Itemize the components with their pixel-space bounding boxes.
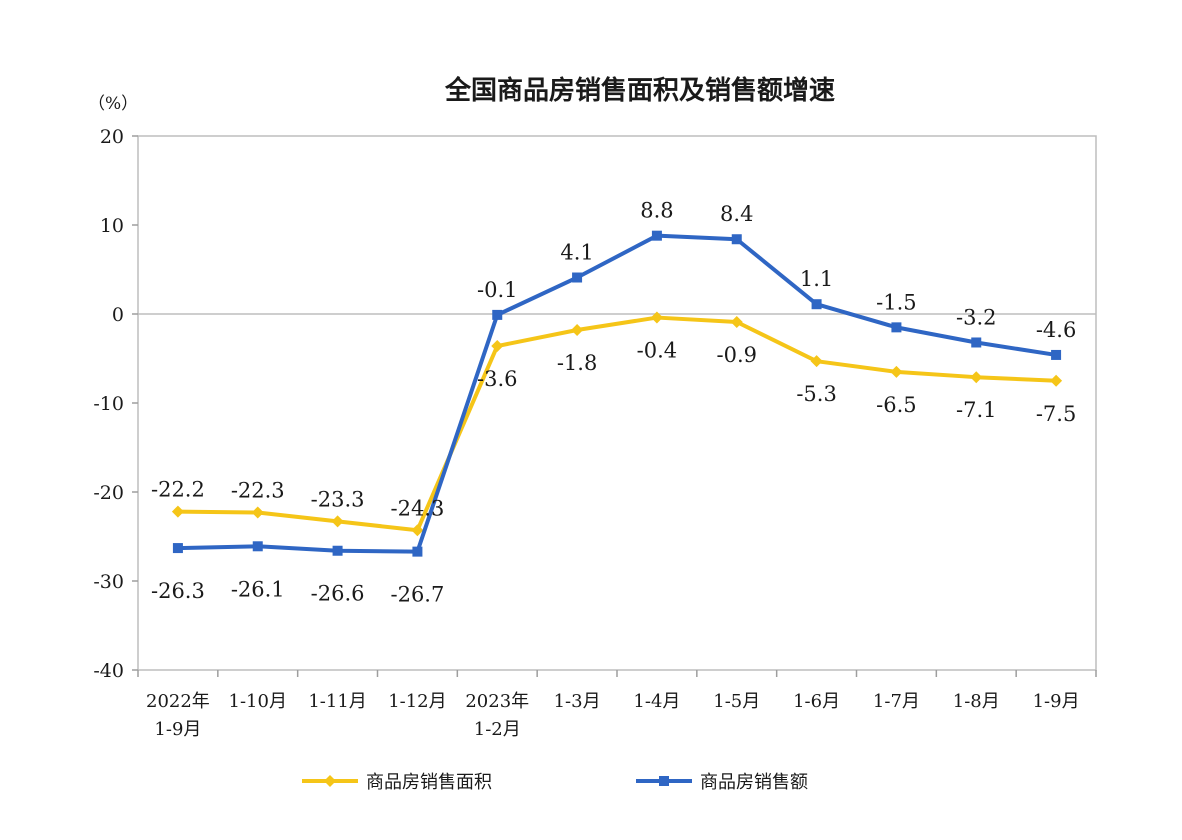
x-tick-label: 1-2月 [474,719,521,740]
legend-sales-amount-marker [659,776,669,786]
sales-area-point [730,316,743,329]
sales-area-line [177,315,1057,533]
sales-amount-point [971,337,982,348]
x-tick-label: 1-9月 [154,719,201,740]
y-tick-label: 10 [100,215,124,237]
sales-amount-point [891,322,902,333]
x-tick-label: 1-10月 [229,691,287,712]
legend-sales-amount-label: 商品房销售额 [700,772,808,793]
y-tick-label: -10 [93,393,124,415]
sales-amount-point [731,234,742,245]
sales-area-label: -23.3 [311,487,365,511]
x-tick-label: 1-4月 [633,691,680,712]
sales-amount-label: -26.3 [151,579,205,603]
sales-amount-point [252,541,263,552]
y-tick-label: -20 [93,482,124,504]
x-tick-label: 1-3月 [554,691,601,712]
sales-amount-label: -26.7 [390,583,444,607]
sales-area-point [1050,374,1063,387]
sales-area-label: -22.2 [151,478,205,502]
chart-title: 全国商品房销售面积及销售额增速 [444,75,835,106]
sales-amount-label: 8.4 [720,202,753,226]
sales-area-label: -6.5 [876,393,917,417]
sales-amount-point [332,545,343,556]
legend-sales-area-marker [324,775,336,787]
sales-area-point [571,324,584,337]
sales-amount-point [492,309,503,320]
sales-area-label: -1.8 [557,351,598,375]
sales-area-label: -5.3 [796,382,837,406]
sales-area-point [411,524,424,537]
sales-area-point [491,340,504,353]
sales-area-point [970,371,983,384]
sales-area-label: -3.6 [477,367,518,391]
x-axis: 2022年 1-9月 1-10月 1-11月 1-12月 2023年 1-2月 1-3月 1-4… [137,670,1097,740]
sales-amount-label: 8.8 [640,199,673,223]
sales-amount-label: -26.1 [231,577,285,601]
legend: 商品房销售面积 商品房销售额 [302,772,808,793]
sales-area-label: -0.9 [717,343,758,367]
series-layer [171,230,1063,557]
x-tick-label: 1-9月 [1033,691,1080,712]
sales-amount-label: 1.1 [800,267,833,291]
sales-area-label: -7.1 [956,398,997,422]
x-tick-label: 2022年 [146,691,210,712]
legend-sales-area-label: 商品房销售面积 [366,772,492,793]
sales-amount-label: -0.1 [477,278,518,302]
sales-amount-label: -3.2 [956,305,997,329]
x-tick-label: 1-6月 [793,691,840,712]
sales-area-point [171,505,184,518]
sales-amount-point [1051,349,1062,360]
sales-area-label: -0.4 [637,339,678,363]
y-tick-label: 0 [112,304,124,326]
y-axis-unit: （%） [88,94,138,114]
y-tick-label: -40 [93,660,124,682]
sales-amount-label: 4.1 [560,241,593,265]
x-tick-label: 1-8月 [953,691,1000,712]
sales-area-point [251,506,264,519]
sales-amount-point [412,546,423,557]
sales-area-point [810,355,823,368]
sales-amount-line [177,233,1057,554]
sales-area-point [890,365,903,378]
sales-amount-label: -4.6 [1036,318,1077,342]
x-tick-label: 1-11月 [308,691,366,712]
sales-area-point [650,311,663,324]
sales-area-label: -22.3 [231,478,285,502]
sales-amount-point [572,272,583,283]
sales-area-point [331,515,344,528]
x-tick-label: 1-7月 [873,691,920,712]
data-labels: -22.2 -26.3 -22.3 -26.1 -23.3 -26.6 -24.3 -26.7… [151,199,1076,607]
x-tick-label: 2023年 [465,691,529,712]
sales-amount-point [811,299,822,310]
sales-amount-label: -1.5 [876,290,917,314]
sales-area-label: -24.3 [390,496,444,520]
sales-area-label: -7.5 [1036,402,1077,426]
sales-amount-label: -26.6 [311,582,365,606]
x-tick-label: 1-12月 [388,691,446,712]
x-tick-label: 1-5月 [713,691,760,712]
y-axis: 20 10 0 -10 -20 -30 -40 [93,126,138,682]
y-tick-label: 20 [100,126,124,148]
sales-amount-point [651,230,662,241]
y-tick-label: -30 [93,571,124,593]
sales-amount-point [172,543,183,554]
